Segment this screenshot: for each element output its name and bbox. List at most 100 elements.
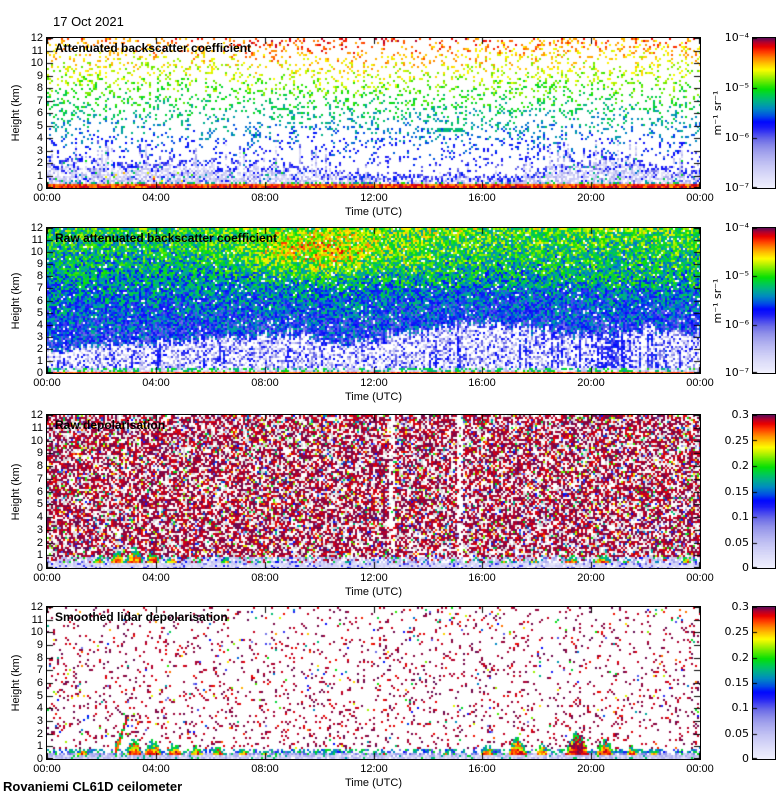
y-tick-label: 2 bbox=[36, 536, 43, 549]
x-tick-label: 08:00 bbox=[251, 377, 279, 389]
y-tick-label: 1 bbox=[36, 354, 43, 367]
x-tick-label: 16:00 bbox=[468, 572, 496, 584]
y-tick-label: 12 bbox=[30, 32, 43, 44]
x-axis-label: Time (UTC) bbox=[344, 586, 403, 598]
y-tick-label: 3 bbox=[36, 144, 43, 157]
y-tick-label: 10 bbox=[30, 626, 43, 639]
y-tick-label: 2 bbox=[36, 727, 43, 740]
x-tick-label: 00:00 bbox=[686, 572, 714, 584]
y-tick-label: 1 bbox=[36, 169, 43, 182]
colorbar-tick-label: 0.3 bbox=[731, 408, 750, 421]
y-tick-label: 5 bbox=[36, 498, 43, 511]
y-tick-label: 5 bbox=[36, 689, 43, 702]
y-tick-label: 6 bbox=[36, 294, 43, 307]
y-tick-label: 10 bbox=[30, 434, 43, 447]
y-tick-label: 11 bbox=[31, 234, 43, 247]
y-tick-label: 10 bbox=[30, 57, 43, 69]
y-tick-label: 7 bbox=[36, 664, 43, 677]
colorbar-tick-label: 0.1 bbox=[731, 701, 750, 715]
y-tick-label: 9 bbox=[36, 258, 43, 271]
x-tick-label: 04:00 bbox=[142, 192, 170, 204]
y-tick-label: 9 bbox=[36, 639, 43, 651]
x-tick-label: 12:00 bbox=[360, 377, 388, 389]
colorbar-tick-label: 0.05 bbox=[724, 726, 750, 740]
y-tick-label: 4 bbox=[36, 318, 43, 331]
y-tick-label: 2 bbox=[36, 157, 43, 169]
x-tick-label: 00:00 bbox=[686, 192, 714, 204]
colorbar-tick-label: 0.1 bbox=[731, 510, 750, 523]
y-tick-label: 4 bbox=[36, 702, 43, 715]
y-tick-label: 1 bbox=[36, 740, 43, 753]
x-tick-label: 12:00 bbox=[360, 763, 388, 775]
y-axis-label: Height (km) bbox=[10, 84, 22, 142]
y-tick-label: 0 bbox=[36, 367, 43, 379]
colorbar-tick-label: 10⁻⁴ bbox=[724, 221, 749, 234]
x-tick-label: 08:00 bbox=[251, 572, 279, 584]
y-tick-label: 8 bbox=[36, 460, 43, 472]
y-tick-label: 10 bbox=[30, 246, 43, 259]
colorbar-unit-label: m⁻¹ sr⁻¹ bbox=[711, 278, 724, 323]
x-tick-label: 00:00 bbox=[33, 192, 61, 204]
colorbar-tick-label: 0.25 bbox=[724, 433, 750, 447]
colorbar-tick-label: 0.2 bbox=[731, 459, 750, 472]
y-tick-label: 6 bbox=[36, 677, 43, 689]
y-tick-label: 0 bbox=[36, 753, 43, 765]
x-tick-label: 20:00 bbox=[577, 572, 605, 584]
x-axis-label: Time (UTC) bbox=[344, 777, 403, 789]
y-tick-label: 11 bbox=[31, 613, 43, 626]
colorbar-tick-label: 10⁻⁵ bbox=[724, 81, 749, 94]
colorbar-tick-label: 0.15 bbox=[724, 676, 750, 689]
x-tick-label: 04:00 bbox=[142, 377, 170, 389]
heatmap-canvas-1 bbox=[46, 37, 701, 189]
y-tick-label: 1 bbox=[36, 549, 43, 562]
y-tick-label: 2 bbox=[36, 342, 43, 355]
x-tick-label: 16:00 bbox=[468, 377, 496, 389]
colorbar-tick-label: 0.05 bbox=[724, 535, 750, 549]
y-tick-label: 4 bbox=[36, 132, 43, 144]
y-tick-label: 3 bbox=[36, 330, 43, 343]
y-axis-label: Height (km) bbox=[10, 272, 22, 329]
y-tick-label: 0 bbox=[36, 562, 43, 574]
instrument-label: Rovaniemi CL61D ceilometer bbox=[3, 779, 183, 794]
y-tick-label: 8 bbox=[36, 651, 43, 664]
x-axis-label: Time (UTC) bbox=[344, 206, 403, 218]
y-tick-label: 12 bbox=[30, 601, 43, 613]
x-tick-label: 16:00 bbox=[468, 192, 496, 204]
panel-title-4: Smoothed lidar depolarisation bbox=[55, 610, 228, 624]
y-tick-label: 7 bbox=[36, 282, 43, 295]
y-tick-label: 5 bbox=[36, 306, 43, 319]
colorbar-canvas-1 bbox=[752, 37, 776, 189]
panel-title-3: Raw depolarisation bbox=[55, 418, 166, 432]
colorbar-unit-label: m⁻¹ sr⁻¹ bbox=[711, 90, 724, 136]
x-tick-label: 00:00 bbox=[686, 763, 714, 775]
colorbar-canvas-4 bbox=[752, 606, 776, 760]
heatmap-canvas-3 bbox=[46, 414, 701, 569]
y-axis-label: Height (km) bbox=[10, 654, 22, 712]
colorbar-tick-label: 0.25 bbox=[724, 625, 750, 639]
y-tick-label: 11 bbox=[31, 421, 43, 434]
x-tick-label: 00:00 bbox=[33, 572, 61, 584]
y-tick-label: 9 bbox=[36, 69, 43, 82]
x-tick-label: 16:00 bbox=[468, 763, 496, 775]
colorbar-tick-label: 0.2 bbox=[731, 650, 750, 664]
x-tick-label: 20:00 bbox=[577, 763, 605, 775]
x-tick-label: 08:00 bbox=[251, 763, 279, 775]
heatmap-canvas-4 bbox=[46, 606, 701, 760]
colorbar-tick-label: 10⁻⁶ bbox=[724, 317, 749, 331]
x-tick-label: 20:00 bbox=[577, 377, 605, 389]
x-tick-label: 04:00 bbox=[142, 572, 170, 584]
colorbar-tick-label: 10⁻⁴ bbox=[724, 31, 749, 44]
y-tick-label: 3 bbox=[36, 523, 43, 536]
colorbar-tick-label: 0.3 bbox=[731, 600, 750, 613]
y-tick-label: 5 bbox=[36, 119, 43, 132]
colorbar-canvas-3 bbox=[752, 414, 776, 569]
y-tick-label: 12 bbox=[30, 409, 43, 421]
x-tick-label: 12:00 bbox=[360, 192, 388, 204]
y-tick-label: 9 bbox=[36, 447, 43, 460]
y-tick-label: 7 bbox=[36, 472, 43, 485]
x-tick-label: 08:00 bbox=[251, 192, 279, 204]
x-tick-label: 00:00 bbox=[33, 377, 61, 389]
colorbar-tick-label: 0 bbox=[742, 561, 749, 574]
y-tick-label: 7 bbox=[36, 94, 43, 107]
